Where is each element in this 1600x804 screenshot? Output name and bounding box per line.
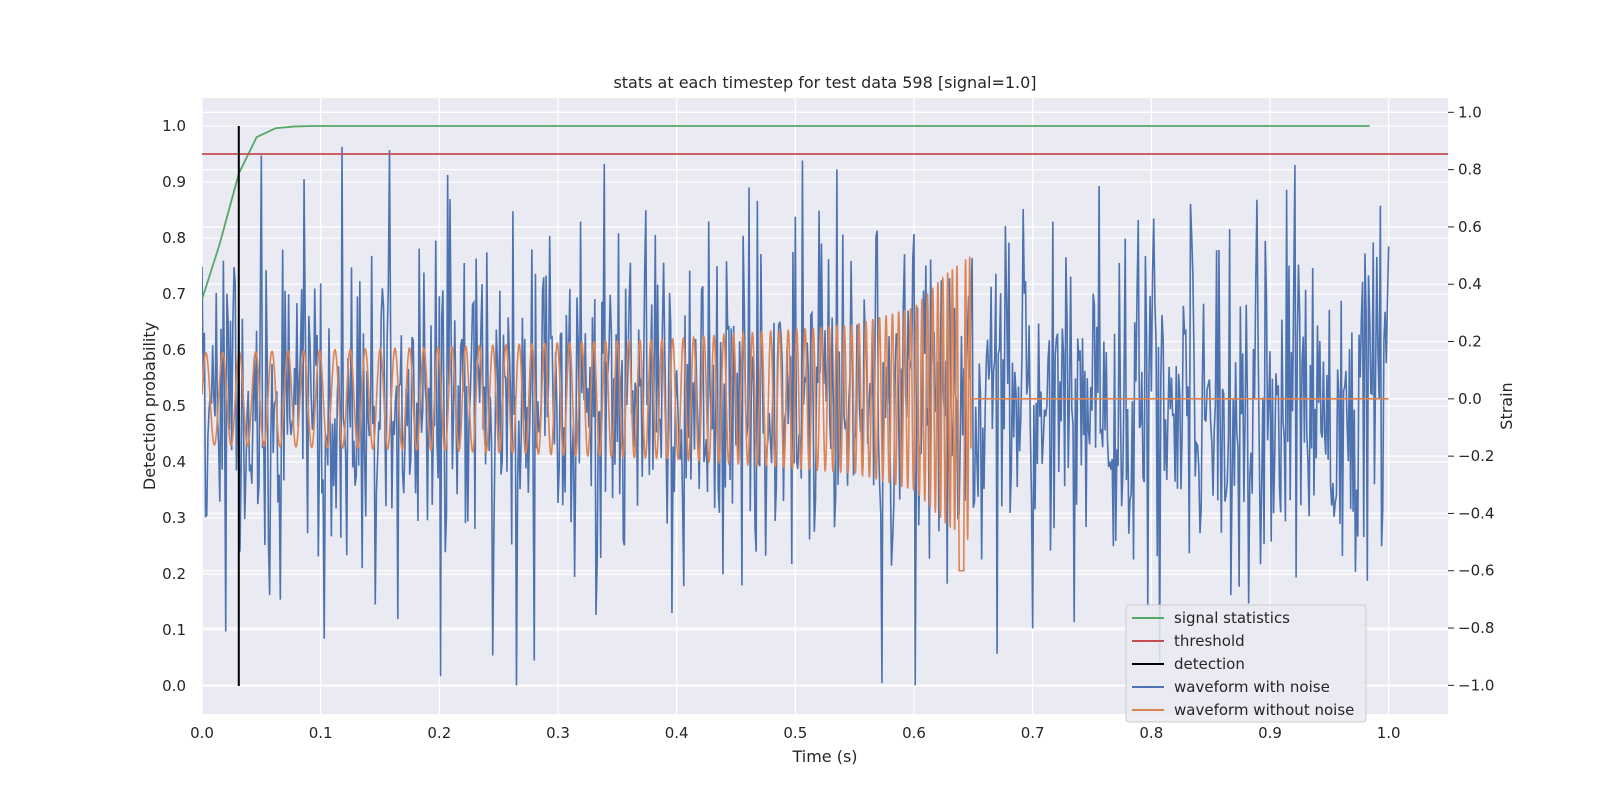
x-axis-label: Time (s) <box>791 747 857 766</box>
waveform-with-noise-line <box>202 146 1390 686</box>
legend-entry: waveform with noise <box>1132 678 1330 696</box>
x-tick-label: 0.0 <box>190 724 214 742</box>
legend-label: detection <box>1174 655 1245 673</box>
y-tick-label: 0.3 <box>162 509 186 527</box>
y-tick-label: 0.1 <box>162 621 186 639</box>
x-tick-label: 1.0 <box>1377 724 1401 742</box>
y-tick-label: 0.4 <box>162 453 186 471</box>
y-tick-label: 0.7 <box>162 285 186 303</box>
y2-tick-label: 0.8 <box>1458 161 1482 179</box>
y-tick-label: 0.6 <box>162 341 186 359</box>
y-tick-label: 0.2 <box>162 565 186 583</box>
y-axis-label: Detection probability <box>140 322 159 490</box>
x-tick-label: 0.2 <box>427 724 451 742</box>
y2-tick-label: 0.6 <box>1458 218 1482 236</box>
x-tick-label: 0.7 <box>1021 724 1045 742</box>
y2-tick-label: −0.6 <box>1458 562 1494 580</box>
x-tick-label: 0.1 <box>309 724 333 742</box>
y2-tick-label: 0.4 <box>1458 275 1482 293</box>
legend-entry: signal statistics <box>1132 609 1290 627</box>
legend-box <box>1125 604 1367 723</box>
y2-tick-label: 0.0 <box>1458 390 1482 408</box>
chart-title: stats at each timestep for test data 598… <box>613 73 1036 92</box>
series-layer <box>202 125 1448 686</box>
y-tick-label: 1.0 <box>162 117 186 135</box>
legend-label: threshold <box>1174 632 1245 650</box>
x-tick-label: 0.8 <box>1139 724 1163 742</box>
x-tick-label: 0.5 <box>783 724 807 742</box>
legend-entry: detection <box>1132 655 1245 673</box>
y-tick-label: 0.5 <box>162 397 186 415</box>
x-tick-label: 0.9 <box>1258 724 1282 742</box>
y-tick-label: 0.0 <box>162 677 186 695</box>
legend-label: waveform without noise <box>1174 701 1354 719</box>
legend-label: signal statistics <box>1174 609 1290 627</box>
legend-entry: threshold <box>1132 632 1245 650</box>
y2-tick-label: −0.4 <box>1458 504 1494 522</box>
legend: signal statistics threshold detection wa… <box>1125 604 1367 723</box>
y2-tick-label: −0.2 <box>1458 447 1494 465</box>
legend-label: waveform with noise <box>1174 678 1330 696</box>
x-tick-label: 0.6 <box>902 724 926 742</box>
x-tick-label: 0.3 <box>546 724 570 742</box>
y2-tick-label: −1.0 <box>1458 676 1494 694</box>
y-tick-label: 0.8 <box>162 229 186 247</box>
x-tick-label: 0.4 <box>665 724 689 742</box>
waveform-without-noise-line <box>202 256 1389 572</box>
y2-tick-label: 1.0 <box>1458 103 1482 121</box>
y2-tick-label: −0.8 <box>1458 619 1494 637</box>
y2-axis-label: Strain <box>1497 382 1516 429</box>
axis-ticks: 0.0 0.1 0.2 0.3 0.4 0.5 0.6 0.7 0.8 0.9 1.0 0.0 0.1 0… <box>162 103 1494 742</box>
legend-entry: waveform without noise <box>1132 701 1354 719</box>
y-tick-label: 0.9 <box>162 173 186 191</box>
y2-tick-label: 0.2 <box>1458 333 1482 351</box>
